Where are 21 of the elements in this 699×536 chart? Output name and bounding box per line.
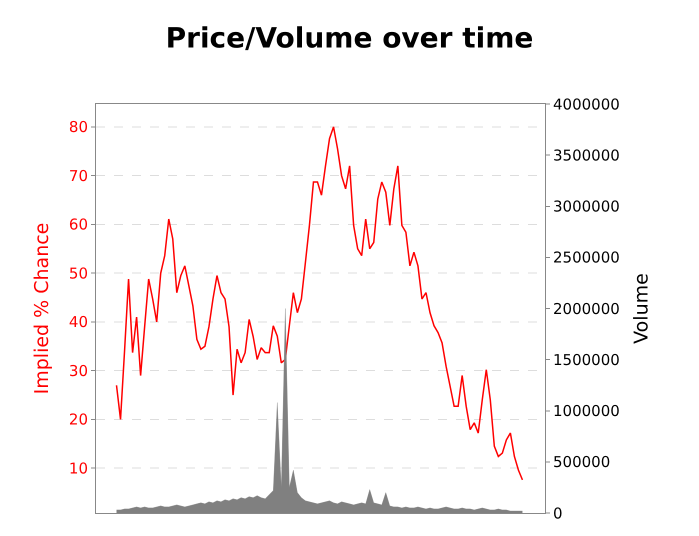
y2-tick-label: 4000000 [553,95,620,114]
line-series [116,126,524,481]
y2-tick-label: 0 [553,504,563,522]
y-tick-label: 50 [68,264,88,282]
y2-tick-label: 1000000 [553,402,620,420]
y2-axis-title: Volume [630,273,653,344]
chart-title: Price/Volume over time [166,21,534,54]
y-tick-label: 30 [68,362,88,380]
y-tick-label: 60 [68,216,88,234]
y-tick-label: 40 [68,313,88,332]
y2-tick-label: 500000 [553,453,610,472]
y2-tick-label: 2000000 [553,300,620,318]
y-tick-label: 20 [68,410,88,429]
y2-tick-label: 3000000 [553,198,620,216]
y-tick-label: 80 [68,118,88,136]
y2-tick-label: 3500000 [553,146,620,164]
y2-tick-label: 2500000 [553,248,620,267]
y2-tick-label: 1500000 [553,350,620,369]
y-tick-label: 10 [68,459,88,478]
y-axis-title: Implied % Chance [30,222,53,394]
y-tick-label: 70 [68,166,88,185]
